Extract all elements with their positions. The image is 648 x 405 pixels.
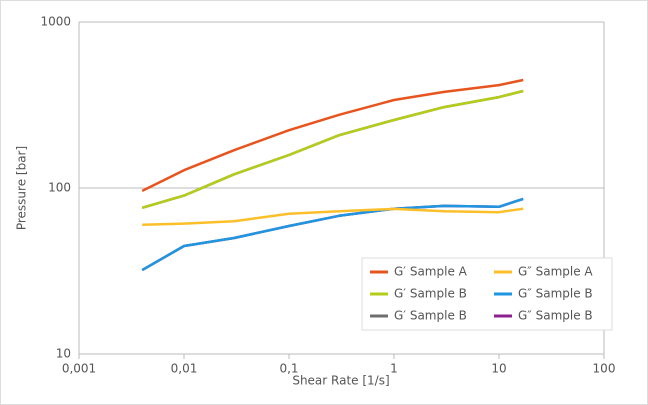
y-axis-label: Pressure [bar] [15,146,29,230]
series-line [141,197,524,272]
series-line [141,89,524,209]
x-tick-label: 0,1 [279,362,298,376]
legend-label: G″ Sample B [518,287,593,301]
legend-label: G′ Sample B [394,309,467,323]
x-tick-label: 1 [390,362,398,376]
legend-label: G″ Sample B [518,309,593,323]
x-axis-label: Shear Rate [1/s] [292,374,389,388]
legend-label: G′ Sample B [394,287,467,301]
x-tick-label: 0,01 [171,362,198,376]
legend-label: G″ Sample A [518,265,593,279]
y-tick-label: 100 [48,181,71,195]
y-tick-label: 10 [56,347,71,361]
y-tick-label: 1000 [40,15,71,29]
legend-label: G′ Sample A [394,265,468,279]
x-tick-label: 10 [491,362,506,376]
legend-box [361,257,613,331]
series-line [142,207,524,227]
series-line [141,78,524,193]
x-tick-label: 100 [593,362,616,376]
x-tick-label: 0,001 [62,362,96,376]
